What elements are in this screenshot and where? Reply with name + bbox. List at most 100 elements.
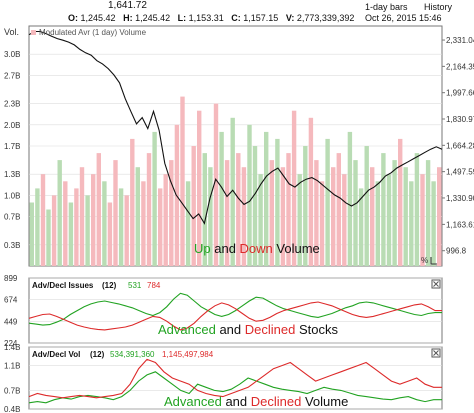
down-volume-bar (79, 167, 85, 266)
y-tick-label: 449 (4, 317, 18, 326)
down-volume-bar (124, 195, 129, 266)
down-volume-bar (141, 181, 146, 266)
low-value: 1,153.31 (188, 13, 224, 23)
up-volume-bar (414, 153, 420, 266)
down-volume-bar (286, 153, 291, 266)
price-tick-label: 1,830.97 (446, 115, 474, 124)
price-tick-label: 2,164.35 (446, 62, 474, 71)
advdecl-volume-axis-ticks: 1.4B 1.1B 0.7B 0.4B (4, 343, 20, 413)
y-tick-label: 1.4B (4, 343, 20, 352)
price-grid (29, 53, 442, 246)
down-volume-bar (74, 188, 79, 266)
up-volume-bar (375, 181, 380, 266)
issues-period: (12) (102, 281, 117, 290)
up-volume-bar (353, 160, 358, 266)
volume-tick-label: 2.3B (4, 100, 20, 109)
close-x-icon (433, 281, 439, 287)
up-volume-bar (29, 202, 34, 266)
down-volume-bar (370, 167, 375, 266)
up-volume-bar (431, 181, 436, 266)
up-volume-bar (381, 153, 386, 266)
up-volume-bar (409, 181, 414, 266)
close-value: 1,157.15 (243, 13, 279, 23)
down-volume-bar (51, 195, 57, 266)
up-volume-bar (247, 124, 252, 266)
up-volume-bar (425, 160, 431, 266)
volume-tick-label: 0.3B (4, 241, 20, 250)
y-tick-label: 899 (4, 274, 18, 283)
declined-word: Declined (251, 394, 302, 409)
price-tick-label: 1,997.66 (446, 89, 474, 98)
up-volume-bar (46, 209, 51, 266)
resize-handle-icon[interactable] (430, 257, 437, 265)
price-tick-label: 1,330.90 (446, 194, 474, 203)
bars-label: 1-day bars (365, 2, 408, 12)
up-volume-bar (135, 167, 140, 266)
volume-tick-label: 0.7B (4, 213, 20, 222)
volume-word: Volume (301, 394, 348, 409)
down-volume-bar (40, 174, 46, 266)
issues-axis-ticks: 899 674 449 224 (4, 274, 18, 348)
y-tick-label: 224 (4, 339, 18, 348)
advdecl-volume-frame (28, 346, 443, 410)
and-word: and (216, 322, 245, 337)
low-label: L: (177, 13, 187, 23)
volume-tick-label: 1.3B (4, 170, 20, 179)
declining-issues-line (28, 301, 442, 331)
up-volume-bar (325, 138, 330, 266)
up-volume-bar (230, 117, 235, 266)
history-link[interactable]: History (424, 2, 453, 12)
up-volume-bar (152, 131, 157, 266)
y-tick-label: 0.4B (4, 405, 20, 413)
volume-tick-label: 2.0B (4, 121, 20, 130)
down-volume-bar (163, 174, 168, 266)
down-volume-bar (319, 181, 325, 266)
up-volume-bar (35, 188, 40, 266)
down-volume-bar (291, 110, 297, 266)
down-volume-bar (308, 117, 314, 266)
advdecl-volume-annotation: Advanced and Declined Volume (164, 394, 348, 409)
adv-issues-value: 531 (128, 281, 142, 290)
price-tick-label: 2,331.04 (446, 36, 474, 45)
volume-tick-label: 2.7B (4, 71, 20, 80)
advancing-issues-line (28, 292, 442, 326)
down-volume-bar (236, 153, 241, 266)
adv-decl-volume-panel: 1.4B 1.1B 0.7B 0.4B Adv/Decl Vol (12) 534,3… (4, 343, 443, 413)
volume-tick-label: 3.0B (4, 50, 20, 59)
advdecl-volume-title: Adv/Decl Vol (32, 350, 80, 359)
volume-annotation: Up and Down Volume (194, 241, 320, 256)
legend-swatch (31, 30, 36, 35)
volume-value: 2,773,339,392 (296, 13, 355, 23)
down-volume-bar (91, 174, 96, 266)
high-label: H: (123, 13, 133, 23)
price-axis-ticks: 2,331.04 2,164.35 1,997.66 1,830.97 1,664.28… (442, 36, 474, 256)
down-volume-bar (398, 138, 403, 266)
up-volume-bar (219, 131, 224, 266)
open-value: 1,245.42 (80, 13, 116, 23)
down-volume-bar (420, 174, 425, 266)
y-tick-label: 0.7B (4, 386, 20, 395)
up-volume-bar (392, 160, 397, 266)
up-volume-bar (264, 131, 269, 266)
timestamp: Oct 26, 2015 15:46 (365, 13, 442, 23)
down-volume-bar (191, 146, 196, 266)
up-word: Up (194, 241, 211, 256)
price-tick-label: 1,163.61 (446, 220, 474, 229)
issues-title: Adv/Decl Issues (32, 281, 94, 290)
down-volume-bar (63, 181, 68, 266)
advdecl-volume-grid (29, 346, 442, 410)
price-tick-label: 996.8 (446, 247, 467, 256)
y-tick-label: 1.1B (4, 362, 20, 371)
down-volume-bar (336, 153, 341, 266)
up-volume-bar (358, 188, 364, 266)
volume-bars (29, 96, 442, 266)
volume-axis-label: Vol. (4, 27, 19, 37)
issues-grid (29, 277, 442, 344)
stocks-word: Stocks (295, 322, 338, 337)
down-volume-bar (130, 138, 135, 266)
advancing-volume-line (28, 371, 442, 404)
volume-word: Volume (273, 241, 320, 256)
percent-marker[interactable]: % (421, 256, 428, 265)
down-volume-bar (197, 110, 202, 266)
advdecl-volume-period: (12) (90, 350, 105, 359)
